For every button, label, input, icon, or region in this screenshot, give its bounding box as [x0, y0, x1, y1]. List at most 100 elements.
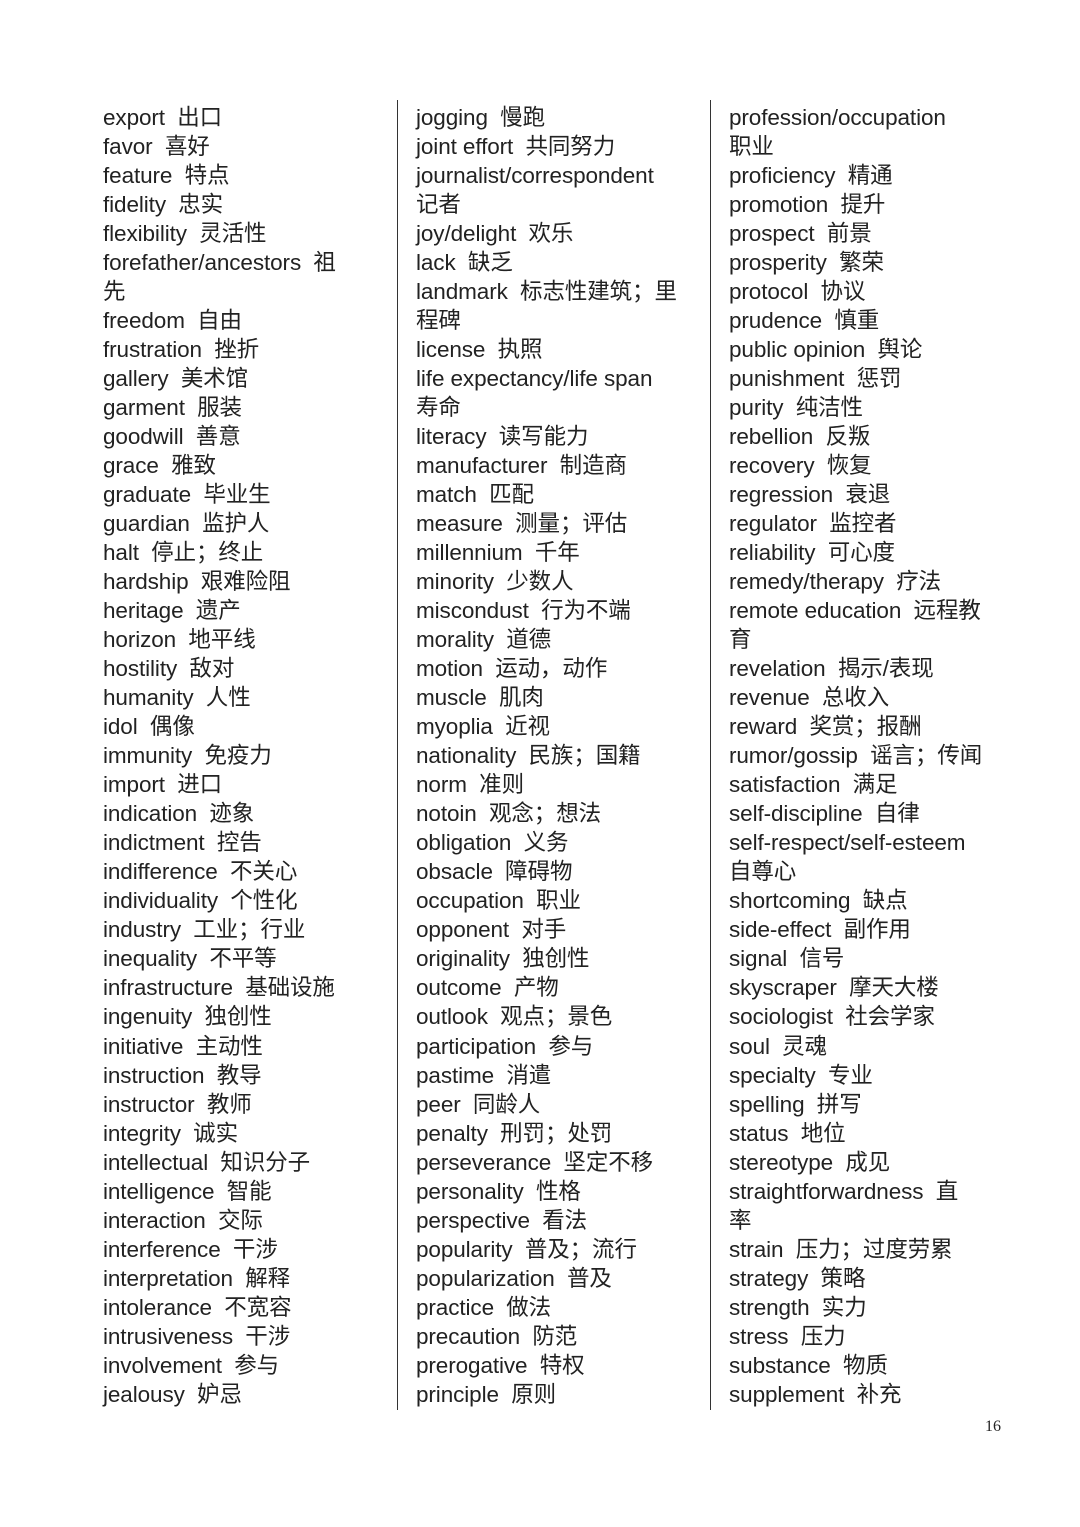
- vocab-entry-line: fidelity 忠实: [103, 192, 224, 218]
- vocab-entry-line: instruction 教导: [103, 1062, 262, 1088]
- vocab-entry-line: substance 物质: [729, 1352, 888, 1378]
- vocab-entry-line: heritage 遗产: [103, 598, 241, 624]
- vocab-entry-line: hardship 艰难险阻: [103, 569, 291, 595]
- vocab-entry-line: indictment 控告: [103, 830, 262, 856]
- vocab-entry-line: individuality 个性化: [103, 888, 298, 914]
- vocab-entry-line: signal 信号: [729, 946, 845, 972]
- vocab-entry-line: infrastructure 基础设施: [103, 975, 335, 1001]
- vocab-entry-line: flexibility 灵活性: [103, 221, 267, 247]
- vocab-entry-line: match 匹配: [416, 482, 534, 508]
- vocab-column-3: profession/occupation 职业 proficiency 精通 pro…: [729, 103, 1009, 1409]
- vocab-entry-line: jealousy 妒忌: [103, 1381, 242, 1407]
- vocab-entry-line: graduate 毕业生: [103, 482, 271, 508]
- vocab-entry-line: specialty 专业: [729, 1062, 873, 1088]
- vocab-entry-line: initiative 主动性: [103, 1033, 263, 1059]
- vocab-entry-line: 程碑: [416, 308, 461, 334]
- vocab-entry-line: pastime 消遣: [416, 1062, 552, 1088]
- vocab-entry-line: stereotype 成见: [729, 1149, 891, 1175]
- vocab-entry-line: freedom 自由: [103, 308, 242, 334]
- vocab-entry-line: remedy/therapy 疗法: [729, 569, 942, 595]
- vocab-entry-line: inequality 不平等: [103, 946, 277, 972]
- column-divider: [710, 100, 711, 1410]
- vocab-entry-line: popularity 普及；流行: [416, 1236, 637, 1262]
- vocab-entry-line: motion 运动，动作: [416, 656, 608, 682]
- vocab-entry-line: prosperity 繁荣: [729, 250, 884, 276]
- vocab-entry-line: precaution 防范: [416, 1323, 578, 1349]
- vocab-entry-line: prospect 前景: [729, 221, 872, 247]
- vocab-entry-line: integrity 诚实: [103, 1120, 238, 1146]
- vocab-entry-line: millennium 千年: [416, 540, 580, 566]
- vocab-entry-line: intrusiveness 干涉: [103, 1323, 291, 1349]
- vocab-entry-line: joint effort 共同努力: [416, 134, 616, 160]
- vocab-entry-line: forefather/ancestors 祖: [103, 250, 336, 276]
- vocab-entry-line: spelling 拼写: [729, 1091, 862, 1117]
- vocab-entry-line: self-respect/self-esteem: [729, 830, 966, 856]
- vocab-entry-line: recovery 恢复: [729, 453, 872, 479]
- vocab-entry-line: humanity 人性: [103, 685, 251, 711]
- vocab-column-2: jogging 慢跑 joint effort 共同努力 journalist/co…: [416, 103, 706, 1409]
- vocab-entry-line: promotion 提升: [729, 192, 886, 218]
- vocab-entry-line: guardian 监护人: [103, 511, 270, 537]
- vocab-entry-line: revelation 揭示/表现: [729, 656, 934, 682]
- vocab-entry-line: grace 雅致: [103, 453, 216, 479]
- vocab-entry-line: public opinion 舆论: [729, 337, 923, 363]
- vocab-entry-line: rebellion 反叛: [729, 424, 871, 450]
- vocab-entry-line: indifference 不关心: [103, 859, 298, 885]
- vocab-entry-line: reward 奖赏；报酬: [729, 714, 922, 740]
- vocab-entry-line: soul 灵魂: [729, 1033, 827, 1059]
- vocab-entry-line: 寿命: [416, 395, 461, 421]
- vocab-entry-line: strategy 策略: [729, 1265, 866, 1291]
- vocab-entry-line: strain 压力；过度劳累: [729, 1236, 953, 1262]
- vocab-entry-line: profession/occupation: [729, 105, 946, 130]
- vocab-entry-line: perseverance 坚定不移: [416, 1149, 654, 1175]
- vocab-entry-line: miscondust 行为不端: [416, 598, 631, 624]
- vocab-entry-line: satisfaction 满足: [729, 772, 898, 798]
- vocab-entry-line: obligation 义务: [416, 830, 569, 856]
- page-number: 16: [985, 1418, 1001, 1435]
- vocab-entry-line: myoplia 近视: [416, 714, 550, 740]
- vocab-entry-line: ingenuity 独创性: [103, 1004, 272, 1030]
- vocab-entry-line: gallery 美术馆: [103, 366, 249, 392]
- vocab-entry-line: straightforwardness 直: [729, 1178, 959, 1204]
- vocab-entry-line: idol 偶像: [103, 714, 195, 740]
- vocab-entry-line: export 出口: [103, 105, 223, 130]
- vocab-entry-line: perspective 看法: [416, 1207, 588, 1233]
- vocab-entry-line: import 进口: [103, 772, 223, 798]
- vocab-entry-line: 记者: [416, 192, 461, 218]
- vocab-entry-line: protocol 协议: [729, 279, 866, 305]
- vocab-entry-line: outlook 观点；景色: [416, 1004, 613, 1030]
- vocab-entry-line: reliability 可心度: [729, 540, 895, 566]
- vocab-entry-line: measure 测量；评估: [416, 511, 628, 537]
- vocab-entry-line: punishment 惩罚: [729, 366, 902, 392]
- vocab-entry-line: minority 少数人: [416, 569, 574, 595]
- vocab-entry-line: manufacturer 制造商: [416, 453, 627, 479]
- vocab-entry-line: nationality 民族；国籍: [416, 743, 641, 769]
- vocab-entry-line: stress 压力: [729, 1323, 846, 1349]
- vocab-entry-line: regression 衰退: [729, 482, 891, 508]
- vocab-entry-line: 先: [103, 279, 126, 305]
- vocab-entry-line: practice 做法: [416, 1294, 552, 1320]
- vocab-entry-line: hostility 敌对: [103, 656, 235, 682]
- vocab-entry-line: penalty 刑罚；处罚: [416, 1120, 613, 1146]
- vocab-entry-line: skyscraper 摩天大楼: [729, 975, 939, 1001]
- vocab-entry-line: obsacle 障碍物: [416, 859, 573, 885]
- vocab-entry-line: participation 参与: [416, 1033, 594, 1059]
- vocab-entry-line: prudence 慎重: [729, 308, 880, 334]
- vocab-entry-line: garment 服装: [103, 395, 242, 421]
- vocab-entry-line: industry 工业；行业: [103, 917, 306, 943]
- vocab-entry-line: license 执照: [416, 337, 543, 363]
- vocab-entry-line: immunity 免疫力: [103, 743, 272, 769]
- vocab-entry-line: proficiency 精通: [729, 163, 893, 189]
- vocab-entry-line: feature 特点: [103, 163, 230, 189]
- column-divider: [397, 100, 398, 1410]
- vocab-entry-line: status 地位: [729, 1120, 846, 1146]
- vocab-entry-line: shortcoming 缺点: [729, 888, 908, 914]
- vocab-entry-line: horizon 地平线: [103, 627, 256, 653]
- vocab-entry-line: 率: [729, 1207, 752, 1233]
- vocab-entry-line: supplement 补充: [729, 1381, 902, 1407]
- vocab-entry-line: favor 喜好: [103, 134, 210, 160]
- vocab-entry-line: strength 实力: [729, 1294, 867, 1320]
- vocab-entry-line: lack 缺乏: [416, 250, 513, 276]
- vocab-entry-line: regulator 监控者: [729, 511, 897, 537]
- vocab-entry-line: purity 纯洁性: [729, 395, 863, 421]
